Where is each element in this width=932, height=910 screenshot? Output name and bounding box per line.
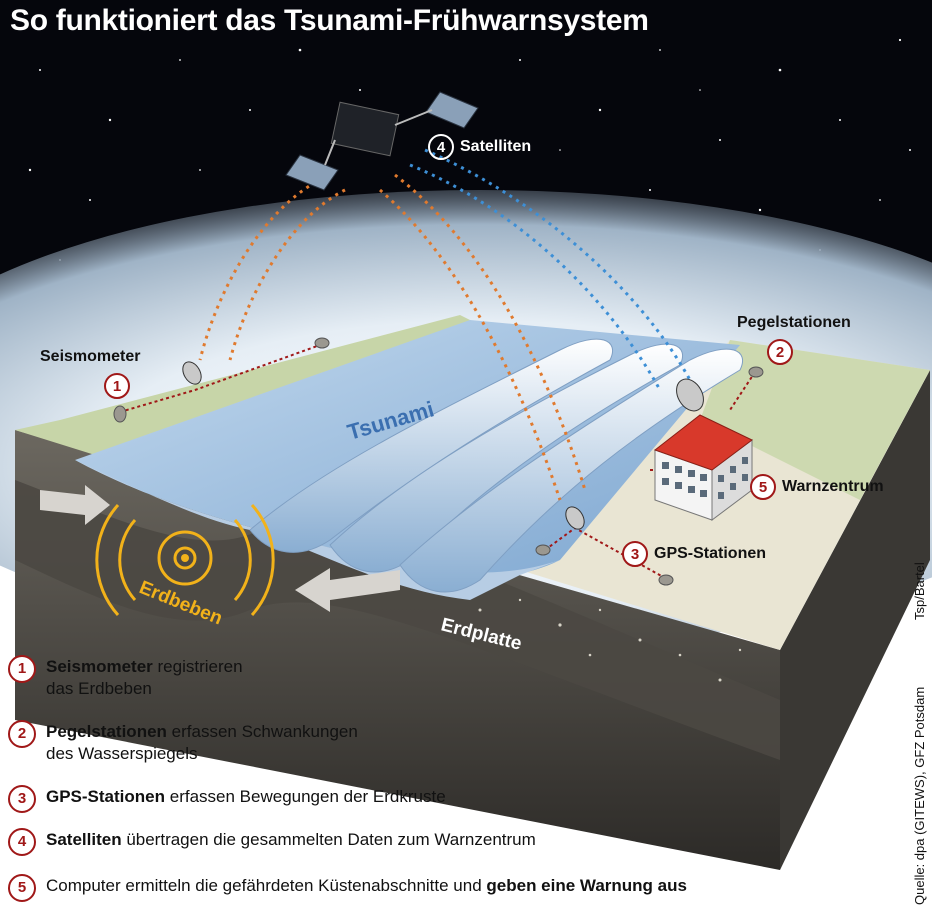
marker-3: 3 [622,541,648,567]
legend-marker-2: 2 [8,720,36,748]
wave-crest-3 [399,348,743,593]
credit-note: Tsp/Bartel [912,562,927,620]
legend-marker-1: 1 [8,655,36,683]
station-cylinders [113,337,764,586]
marker-2: 2 [767,339,793,365]
callout-warning-label: Warnzentrum [782,478,884,495]
dish-antennas [182,361,704,530]
callout-gps: 3 GPS-Stationen [622,541,766,567]
legend-text-2: Pegelstationen erfassen Schwankungen des … [46,722,358,763]
callout-gauge-label: Pegelstationen [737,314,851,331]
legend-marker-3: 3 [8,785,36,813]
legend-text-5: Computer ermitteln die gefährdeten Küste… [46,876,687,895]
marker-4: 4 [428,134,454,160]
callout-seismometer-label: Seismometer [40,348,141,365]
legend-text-1: Seismometer registrieren das Erdbeben [46,657,243,698]
legend-item-4: 4 Satelliten übertragen die gesammelten … [8,828,536,856]
page-title: So funktioniert das Tsunami-Frühwarnsyst… [10,4,649,37]
plate-layer [15,480,780,760]
legend-text-4: Satelliten übertragen die gesammelten Da… [46,830,536,849]
warning-center-building [653,414,753,521]
earthquake-rings [95,503,275,617]
callout-warning: 5 Warnzentrum [750,474,884,500]
epicenter [181,554,189,562]
legend-marker-5: 5 [8,874,36,902]
land-left [15,315,480,455]
legend-item-5: 5 Computer ermitteln die gefährdeten Küs… [8,874,687,902]
legend-text-3: GPS-Stationen erfassen Bewegungen der Er… [46,787,446,806]
signal-arcs-orange [198,173,587,501]
crust-front [15,430,780,870]
plate-arrow-left [40,485,110,525]
marker-5: 5 [750,474,776,500]
satellite-icon [285,91,479,191]
legend-item-1: 1 Seismometer registrieren das Erdbeben [8,655,243,700]
marker-1: 1 [104,373,130,399]
legend-item-2: 2 Pegelstationen erfassen Schwankungen de… [8,720,358,765]
land-right-green [700,340,930,500]
crust-side-right [780,370,930,870]
legend-marker-4: 4 [8,828,36,856]
callout-gps-label: GPS-Stationen [654,545,767,562]
tsunami-waves [249,338,743,593]
legend-item-3: 3 GPS-Stationen erfassen Bewegungen der … [8,785,446,813]
plate-arrow-right [295,568,400,612]
callout-satellite: 4 Satelliten [428,134,531,160]
callout-satellite-label: Satelliten [460,138,532,155]
source-note: Quelle: dpa (GITEWS), GFZ Potsdam [912,686,927,905]
wave-crest-1 [249,338,613,553]
signal-arcs-blue [409,148,692,391]
